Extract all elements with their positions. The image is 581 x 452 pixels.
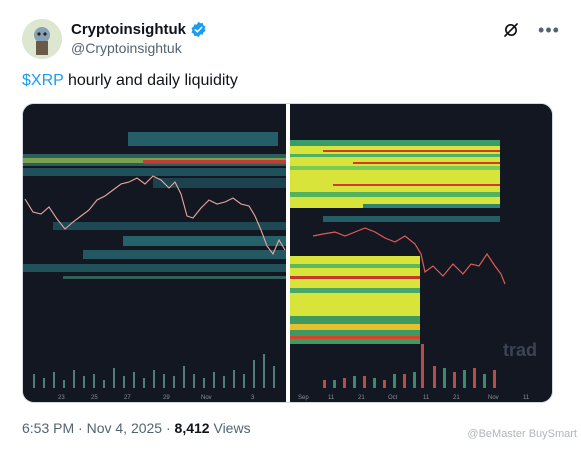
right-x-tick: 21 (358, 395, 365, 401)
right-x-tick: Sep (298, 395, 309, 401)
tweet-text: $XRP hourly and daily liquidity (22, 72, 238, 90)
verified-badge-icon (190, 21, 207, 38)
views-count: 8,412 (174, 420, 210, 436)
left-x-tick: 29 (163, 395, 170, 401)
right-x-tick: Oct (388, 395, 398, 401)
right-x-tick: 21 (453, 395, 460, 401)
tweet-body: hourly and daily liquidity (63, 72, 238, 89)
more-icon[interactable]: ••• (538, 20, 560, 40)
left-liquidity-chart: 23 25 27 29 Nov 3 (23, 104, 286, 402)
liquidity-heatmap-image: 23 25 27 29 Nov 3 (23, 104, 552, 402)
author-handle[interactable]: @Cryptoinsightuk (71, 40, 182, 56)
right-liquidity-chart: trad Sep 11 21 Oct 11 (290, 104, 552, 402)
tweet-actions-top: ••• (501, 20, 559, 40)
tweet-date[interactable]: Nov 4, 2025 (86, 420, 163, 436)
right-x-tick: 11 (423, 395, 430, 401)
right-x-tick: 11 (328, 395, 335, 401)
cashtag-link[interactable]: $XRP (22, 72, 64, 89)
avatar[interactable] (22, 19, 62, 59)
watermark-text: trad (503, 340, 537, 360)
author-display-name[interactable]: Cryptoinsightuk (71, 21, 186, 38)
left-x-tick: Nov (201, 395, 212, 401)
svg-text:trad: trad (503, 340, 537, 360)
left-x-tick: 3 (251, 395, 255, 401)
left-x-tick: 25 (91, 395, 98, 401)
author-name-row[interactable]: Cryptoinsightuk (71, 21, 207, 38)
tweet-time[interactable]: 6:53 PM (22, 420, 75, 436)
overlay-watermark: @BeMaster BuySmart (467, 428, 577, 440)
tweet-metadata: 6:53 PM · Nov 4, 2025 · 8,412 Views (22, 420, 251, 436)
right-x-tick: 11 (523, 395, 530, 401)
grok-icon[interactable] (501, 20, 521, 40)
views-label: Views (213, 420, 251, 436)
left-x-tick: 23 (58, 395, 65, 401)
tweet-media-image[interactable]: 23 25 27 29 Nov 3 (22, 103, 553, 403)
right-x-tick: Nov (488, 395, 499, 401)
left-x-tick: 27 (124, 395, 131, 401)
